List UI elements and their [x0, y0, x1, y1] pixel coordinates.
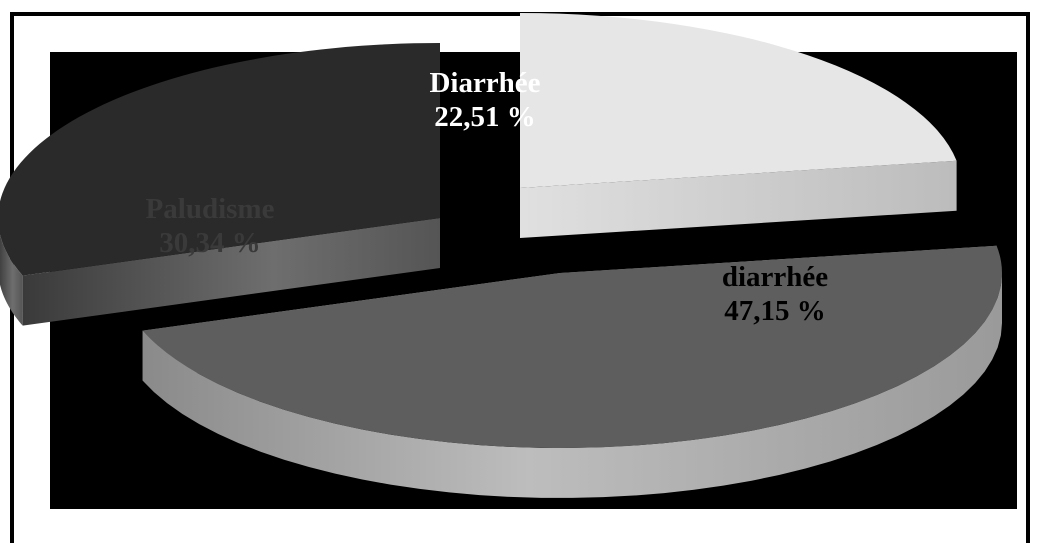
slice-label-2-line-2: diarrhée [722, 261, 828, 293]
slice-label-1-line-1: Diarrhée [429, 67, 540, 99]
slice-label-2-line-1: Paludisme + [699, 227, 852, 259]
slice-label-3-line-1: Paludisme [146, 193, 275, 225]
slice-label-1-line-2: 22,51 % [434, 101, 536, 133]
slice-label-2-line-3: 47,15 % [724, 295, 826, 327]
pie-slice-3 [0, 43, 440, 326]
pie-slice-1-top [520, 13, 957, 188]
pie-slice-1 [520, 13, 957, 238]
slice-label-3-line-2: 30,34 % [159, 227, 261, 259]
